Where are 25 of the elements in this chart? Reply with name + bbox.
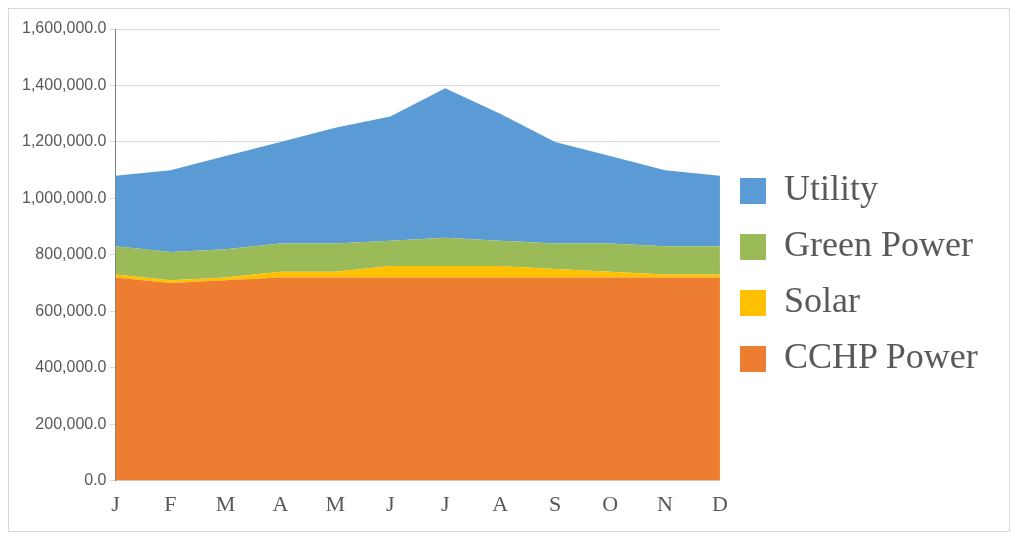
x-tick-label: J xyxy=(440,490,450,516)
y-tick-label: 1,400,000.0 xyxy=(21,75,107,93)
legend-label: CCHP Power xyxy=(783,336,978,377)
x-tick-label: M xyxy=(215,490,236,516)
x-tick-label: D xyxy=(712,490,728,516)
y-tick-label: 1,600,000.0 xyxy=(21,19,107,37)
y-tick-label: 1,000,000.0 xyxy=(21,188,107,206)
x-tick-label: S xyxy=(549,490,562,516)
y-tick-label: 400,000.0 xyxy=(35,358,107,376)
x-tick-label: A xyxy=(272,490,289,516)
x-tick-label: J xyxy=(111,490,121,516)
legend-label: Green Power xyxy=(783,224,973,265)
x-tick-label: F xyxy=(164,490,177,516)
x-tick-label: O xyxy=(602,490,619,516)
y-tick-label: 800,000.0 xyxy=(35,245,107,263)
x-tick-label: N xyxy=(657,490,674,516)
y-tick-label: 200,000.0 xyxy=(35,414,107,432)
y-tick-label: 600,000.0 xyxy=(35,301,107,319)
legend-label: Utility xyxy=(783,168,878,209)
y-tick-label: 0.0 xyxy=(84,471,107,489)
x-tick-label: J xyxy=(385,490,395,516)
y-tick-label: 1,200,000.0 xyxy=(21,132,107,150)
legend-label: Solar xyxy=(783,280,860,321)
x-tick-label: A xyxy=(492,490,509,516)
x-tick-label: M xyxy=(325,490,346,516)
